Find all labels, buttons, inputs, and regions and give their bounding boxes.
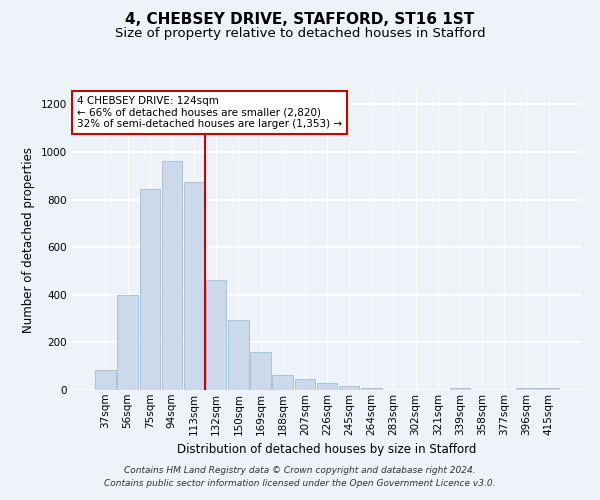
Bar: [95, 370, 116, 390]
Bar: [272, 374, 293, 390]
Bar: [250, 352, 271, 390]
Text: Contains HM Land Registry data © Crown copyright and database right 2024.
Contai: Contains HM Land Registry data © Crown c…: [104, 466, 496, 487]
Text: 4 CHEBSEY DRIVE: 124sqm
← 66% of detached houses are smaller (2,820)
32% of semi: 4 CHEBSEY DRIVE: 124sqm ← 66% of detache…: [77, 96, 342, 129]
Bar: [516, 388, 536, 390]
Bar: [317, 384, 337, 390]
Text: Size of property relative to detached houses in Stafford: Size of property relative to detached ho…: [115, 28, 485, 40]
Bar: [118, 295, 138, 390]
Text: 4, CHEBSEY DRIVE, STAFFORD, ST16 1ST: 4, CHEBSEY DRIVE, STAFFORD, ST16 1ST: [125, 12, 475, 28]
Bar: [228, 320, 248, 390]
X-axis label: Distribution of detached houses by size in Stafford: Distribution of detached houses by size …: [178, 443, 476, 456]
Bar: [161, 162, 182, 390]
Bar: [361, 388, 382, 390]
Bar: [538, 388, 559, 390]
Bar: [140, 189, 160, 390]
Y-axis label: Number of detached properties: Number of detached properties: [22, 147, 35, 333]
Bar: [184, 182, 204, 390]
Bar: [339, 386, 359, 390]
Bar: [450, 388, 470, 390]
Bar: [295, 379, 315, 390]
Bar: [206, 280, 226, 390]
